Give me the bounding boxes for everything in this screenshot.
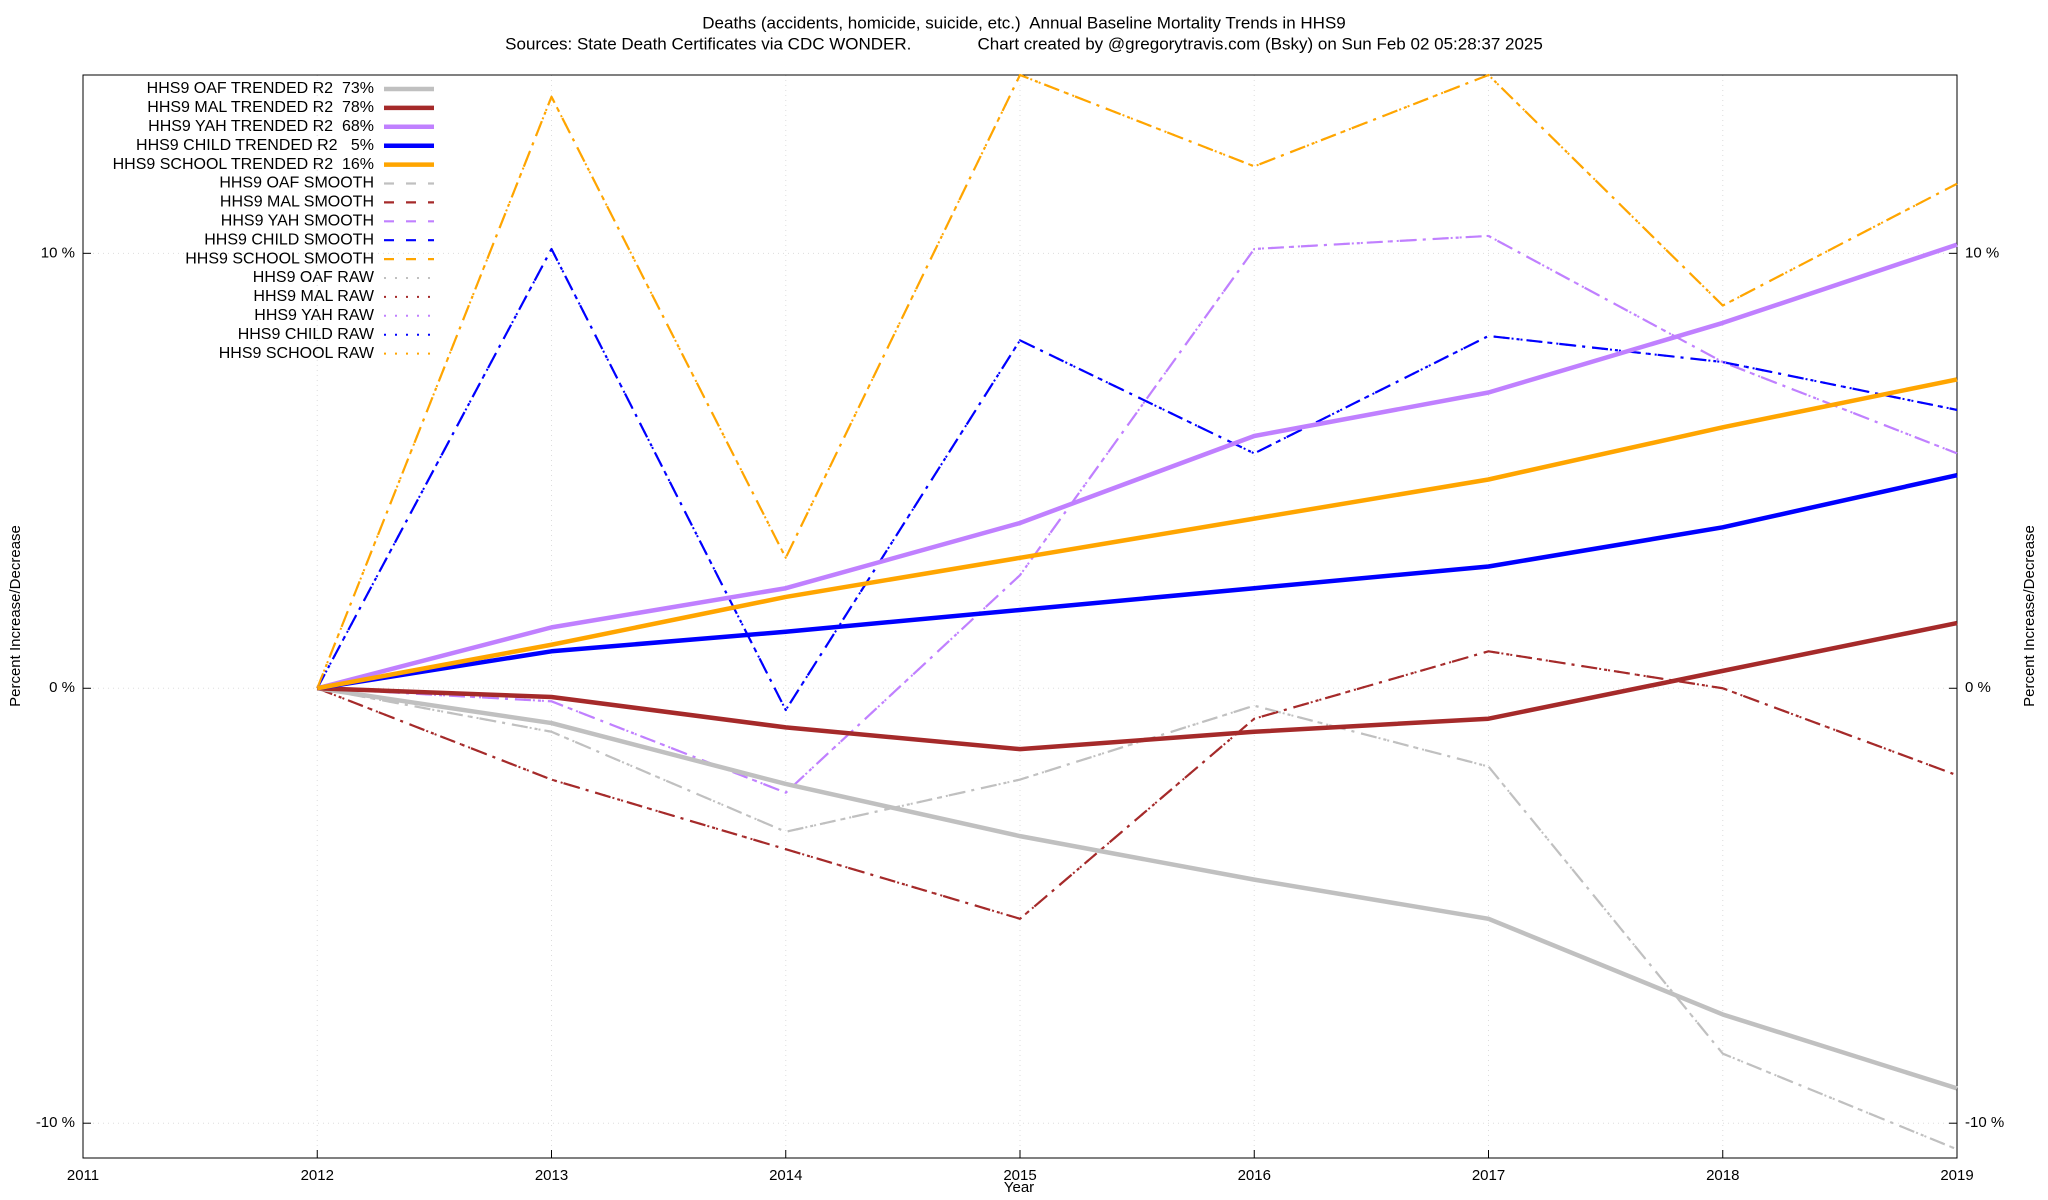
- legend-label: HHS9 OAF RAW: [253, 269, 375, 286]
- legend-label: HHS9 OAF TRENDED R2 73%: [147, 80, 374, 97]
- series-line: [316, 247, 1958, 712]
- x-tick-label: 2015: [1003, 1167, 1036, 1184]
- legend-label: HHS9 SCHOOL TRENDED R2 16%: [113, 156, 374, 173]
- series-line: [316, 74, 1958, 689]
- series-line: [316, 650, 1958, 920]
- legend-label: HHS9 YAH SMOOTH: [221, 213, 374, 230]
- y2-tick-label: -10 %: [1965, 1114, 2004, 1131]
- legend-label: HHS9 OAF SMOOTH: [219, 175, 374, 192]
- x-tick-label: 2019: [1940, 1167, 1973, 1184]
- x-tick-label: 2011: [67, 1167, 99, 1184]
- legend-label: HHS9 CHILD SMOOTH: [204, 231, 374, 248]
- series-line: [317, 620, 1958, 752]
- legend-label: HHS9 MAL RAW: [253, 288, 375, 305]
- x-tick-label: 2017: [1472, 1167, 1505, 1184]
- legend-label: HHS9 YAH RAW: [254, 307, 375, 324]
- series-line: [317, 687, 1958, 1151]
- x-tick-label: 2014: [769, 1167, 802, 1184]
- series-line: [317, 234, 1958, 794]
- y-axis-label: Percent Increase/Decrease: [7, 525, 24, 707]
- legend-label: HHS9 CHILD RAW: [238, 326, 375, 343]
- series-line: [316, 377, 1958, 691]
- series-line: [317, 234, 1958, 794]
- chart-title: Deaths (accidents, homicide, suicide, et…: [702, 13, 1345, 32]
- legend-label: HHS9 SCHOOL RAW: [219, 345, 375, 362]
- series-line: [316, 686, 1958, 1091]
- legend-label: HHS9 MAL SMOOTH: [220, 194, 374, 211]
- y2-axis-label: Percent Increase/Decrease: [2021, 525, 2038, 707]
- x-tick-label: 2018: [1706, 1167, 1739, 1184]
- y-tick-label: 0 %: [49, 679, 75, 696]
- series-line: [316, 242, 1958, 691]
- x-axis-label: Year: [1004, 1179, 1034, 1196]
- y2-tick-label: 0 %: [1965, 679, 1991, 696]
- x-tick-label: 2012: [301, 1167, 334, 1184]
- chart-subtitle: Sources: State Death Certificates via CD…: [505, 34, 1543, 53]
- x-tick-label: 2013: [535, 1167, 568, 1184]
- legend-label: HHS9 CHILD TRENDED R2 5%: [136, 137, 374, 154]
- y-tick-label: -10 %: [36, 1114, 75, 1131]
- series-line: [316, 650, 1958, 920]
- series-line: [316, 472, 1958, 691]
- y2-tick-label: 10 %: [1965, 244, 1999, 261]
- y-tick-label: 10 %: [41, 244, 75, 261]
- series-line: [317, 687, 1958, 1151]
- legend-label: HHS9 MAL TRENDED R2 78%: [147, 99, 374, 116]
- x-tick-label: 2016: [1238, 1167, 1271, 1184]
- series-line: [316, 73, 1958, 689]
- legend-label: HHS9 YAH TRENDED R2 68%: [148, 118, 374, 135]
- legend-label: HHS9 SCHOOL SMOOTH: [185, 250, 374, 267]
